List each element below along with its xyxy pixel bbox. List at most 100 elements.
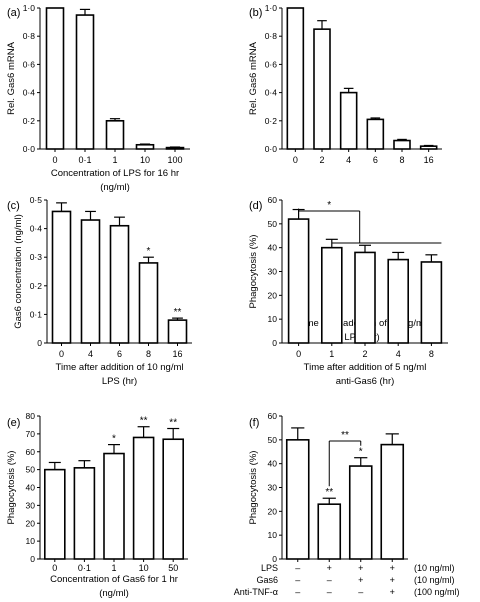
p0-bar [105, 120, 125, 150]
p0-y-tick-label: 0·8 [23, 31, 36, 41]
p5-treatment-mark: – [327, 575, 332, 585]
p5-bar [317, 503, 342, 560]
p4-y-tick-label: 30 [26, 500, 36, 510]
p2-bar [167, 319, 188, 344]
p5-treatment-note: (10 ng/ml) [414, 563, 455, 573]
p2-significance-mark: * [147, 246, 151, 257]
p3-x-tick-label: 4 [396, 349, 401, 359]
p0-panel-label: (a) [7, 7, 20, 19]
p4-y-tick-label: 60 [26, 447, 36, 457]
p2-x-tick-label: 16 [172, 349, 182, 359]
p1-bar [419, 145, 438, 150]
p3-bar [287, 218, 310, 344]
p2-bar [51, 210, 72, 344]
p1-y-tick-label: 0·2 [265, 116, 278, 126]
p2-y-tick-label: 0·5 [30, 195, 43, 205]
p5-treatment-mark: + [327, 563, 332, 573]
p3-y-tick-label: 0 [272, 338, 277, 348]
p5-y-tick-label: 40 [268, 459, 278, 469]
p1-x-tick-label: 6 [373, 155, 378, 165]
p5-y-tick-label: 60 [268, 411, 278, 421]
p4-y-tick-label: 10 [26, 536, 36, 546]
p4-bar [162, 438, 184, 560]
p4-y-tick-label: 0 [30, 554, 35, 564]
p4-significance-mark: * [112, 434, 116, 445]
p1-y-tick-label: 0·8 [265, 31, 278, 41]
p3-y-tick-label: 10 [268, 314, 278, 324]
p5-significance-mark: * [359, 447, 363, 458]
p3-bar [320, 246, 343, 344]
p3-bar [420, 261, 443, 344]
p4-x-tick-label: 50 [168, 563, 178, 573]
p1-y-tick-label: 1·0 [265, 3, 278, 13]
p1-y-tick-label: 0·4 [265, 88, 278, 98]
p5-treatment-note: (100 ng/ml) [414, 587, 460, 597]
p2-y-axis-title: Gas6 concentration (ng/ml) [13, 214, 24, 329]
p0-y-tick-label: 0·2 [23, 116, 36, 126]
p1-bar [313, 28, 331, 150]
p2-y-tick-label: 0·1 [30, 309, 43, 319]
p0-y-axis-title: Rel. Gas6 mRNA [6, 41, 17, 115]
p2-y-tick-label: 0·2 [30, 281, 43, 291]
p1-x-tick-label: 0 [293, 155, 298, 165]
p5-treatment-mark: + [358, 575, 363, 585]
p0-y-tick-label: 0·0 [23, 144, 36, 154]
p0-x-tick-label: 0·1 [78, 155, 91, 165]
p1-x-tick-label: 8 [399, 155, 404, 165]
p5-treatment-mark: – [358, 587, 363, 597]
p5-y-tick-label: 0 [272, 554, 277, 564]
p2-panel-label: (c) [7, 200, 20, 212]
p5-treatment-label: LPS [261, 563, 278, 573]
p4-bar [43, 468, 66, 560]
p4-y-tick-label: 70 [26, 429, 36, 439]
p2-y-tick-label: 0 [37, 338, 42, 348]
p0-bar [165, 146, 185, 150]
p4-bar [132, 436, 155, 560]
p4-x-tick-label: 10 [139, 563, 149, 573]
p2-y-tick-label: 0·4 [30, 224, 43, 234]
p5-treatment-mark: – [295, 575, 300, 585]
p4-bar [73, 467, 96, 560]
p5-significance-mark: ** [325, 487, 333, 498]
p4-y-tick-label: 50 [26, 465, 36, 475]
p2-bar [80, 219, 101, 344]
p0-bar [45, 7, 65, 150]
p5-treatment-mark: – [295, 563, 300, 573]
p3-x-axis-title: Time after addition of 5 ng/ml [304, 362, 427, 373]
p4-y-axis-title: Phagocytosis (%) [6, 451, 17, 525]
p5-y-tick-label: 30 [268, 483, 278, 493]
p5-treatment-note: (10 ng/ml) [414, 575, 455, 585]
p1-bar [393, 139, 411, 150]
p2-x-axis-title: LPS (hr) [102, 376, 137, 387]
p0-x-axis-title: (ng/ml) [100, 182, 130, 193]
p3-panel-label: (d) [249, 200, 262, 212]
p5-bar [285, 439, 310, 560]
p3-bracket-label: * [327, 200, 331, 211]
p3-y-tick-label: 40 [268, 243, 278, 253]
p3-y-axis-title: Phagocytosis (%) [248, 235, 259, 309]
p0-x-tick-label: 1 [112, 155, 117, 165]
p5-y-tick-label: 50 [268, 435, 278, 445]
p4-significance-mark: ** [140, 416, 148, 427]
p0-y-tick-label: 1·0 [23, 3, 36, 13]
p4-y-tick-label: 20 [26, 518, 36, 528]
p5-bracket-label: ** [341, 430, 349, 441]
p3-y-tick-label: 60 [268, 195, 278, 205]
p1-x-tick-label: 4 [346, 155, 351, 165]
p0-x-axis-title: Concentration of LPS for 16 hr [51, 168, 179, 179]
p5-panel-label: (f) [249, 417, 259, 429]
p5-y-tick-label: 10 [268, 530, 278, 540]
p2-x-tick-label: 8 [146, 349, 151, 359]
p1-y-axis-title: Rel. Gas6 mRNA [248, 41, 259, 115]
p5-treatment-label: Anti-TNF-α [234, 587, 278, 597]
p1-x-tick-label: 2 [319, 155, 324, 165]
p1-bar [286, 7, 305, 150]
p1-bar [339, 91, 358, 150]
p5-y-axis-title: Phagocytosis (%) [248, 451, 259, 525]
p2-x-tick-label: 6 [117, 349, 122, 359]
p5-treatment-label: Gas6 [256, 575, 278, 585]
p4-x-tick-label: 1 [111, 563, 116, 573]
p1-x-tick-label: 16 [424, 155, 434, 165]
p3-x-tick-label: 0 [296, 349, 301, 359]
